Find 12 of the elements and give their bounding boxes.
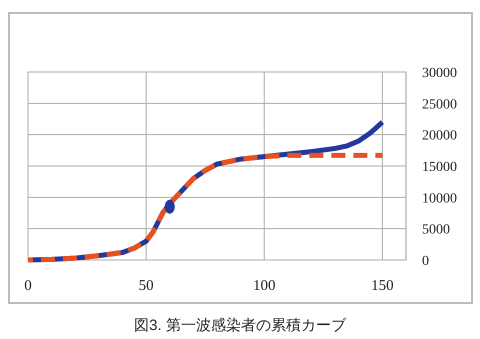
x-tick-label: 150	[371, 278, 394, 294]
y-tick-label: 20000	[422, 128, 457, 144]
y-tick-label: 15000	[422, 160, 457, 175]
x-tick-label: 0	[24, 278, 32, 294]
y-tick-label: 0	[422, 254, 429, 269]
y-tick-label: 25000	[422, 97, 457, 112]
x-tick-label: 50	[138, 278, 154, 294]
y-tick-label: 10000	[422, 191, 457, 206]
caption: 図3. 第一波感染者の累積カーブ	[134, 317, 347, 334]
y-tick-label: 30000	[422, 66, 457, 81]
y-tick-label: 5000	[422, 222, 450, 238]
x-tick-label: 100	[253, 278, 276, 294]
